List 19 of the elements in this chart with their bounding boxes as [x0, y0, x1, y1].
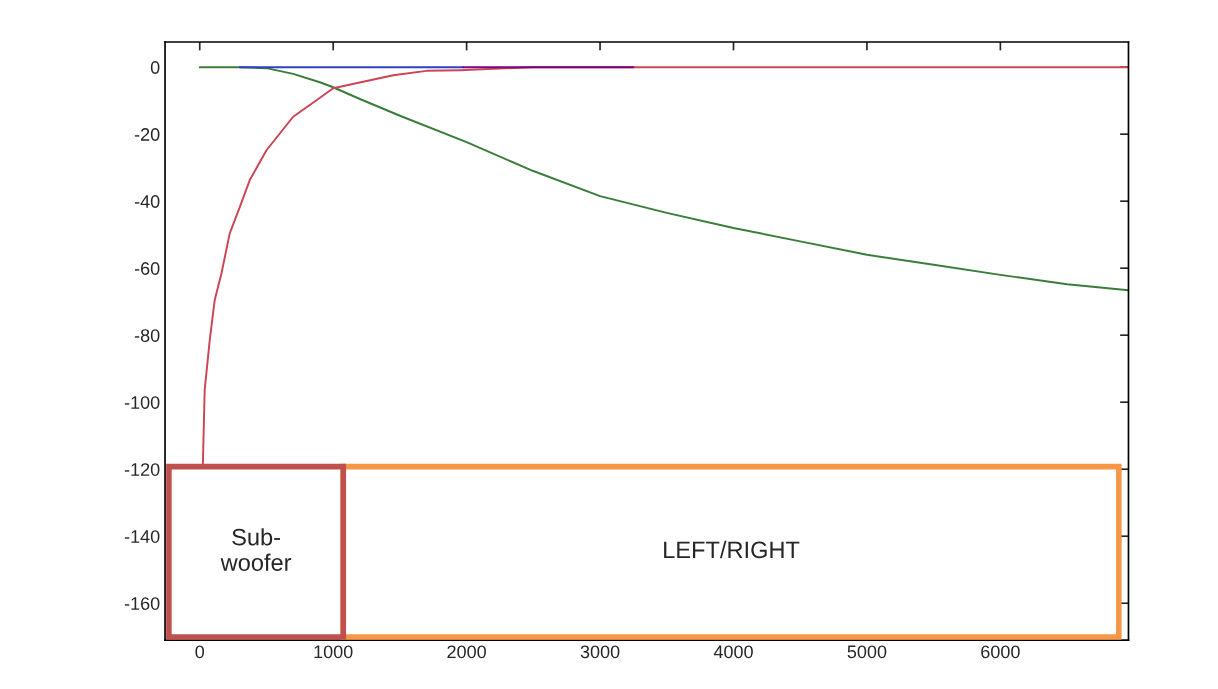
x-tick-label: 3000	[580, 645, 620, 659]
x-tick-label: 4000	[713, 645, 753, 659]
y-tick-label: 0	[150, 61, 160, 74]
y-tick-label: -20	[134, 128, 160, 141]
y-tick-label: -120	[124, 463, 160, 476]
y-tick-label: -80	[134, 329, 160, 342]
x-tick-label: 5000	[847, 645, 887, 659]
x-tick-label: 0	[195, 645, 205, 659]
line-series	[198, 66, 1129, 292]
y-tick-label: -160	[124, 597, 160, 610]
y-tick-label: -100	[124, 396, 160, 409]
x-tick-label: 1000	[314, 645, 353, 659]
x-tick-label: 2000	[447, 645, 486, 659]
x-tick-label: 6000	[981, 645, 1020, 659]
y-tick-label: -140	[124, 530, 160, 543]
y-tick-label: -40	[134, 195, 160, 208]
y-tick-label: -60	[134, 262, 160, 275]
annotation: Sub- woofer	[220, 528, 292, 571]
annotation: LEFT/RIGHT	[664, 540, 800, 559]
